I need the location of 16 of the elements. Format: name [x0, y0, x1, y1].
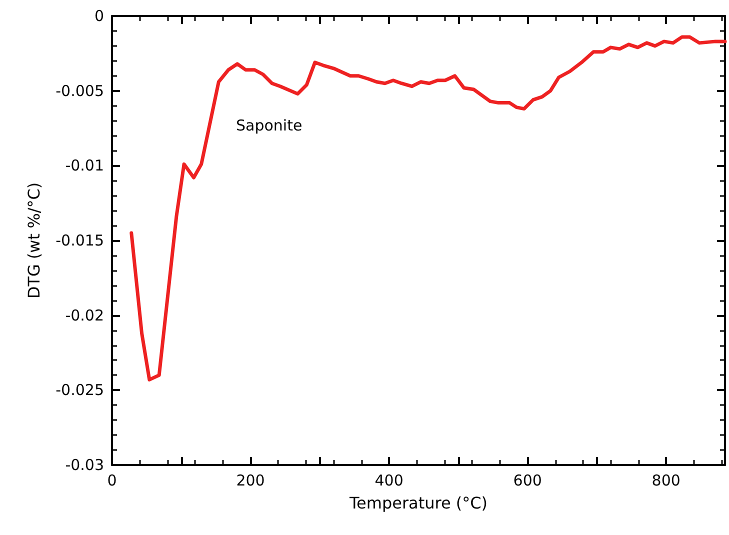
y-tick-label: -0.03	[65, 456, 104, 474]
x-tick-label: 600	[513, 472, 542, 490]
y-tick-label: -0.025	[56, 381, 104, 400]
line-series	[130, 35, 727, 382]
y-axis-title: DTG (wt %/°C)	[24, 182, 44, 299]
x-tick-label: 200	[236, 472, 265, 490]
x-tick-label: 0	[107, 472, 117, 490]
y-tick-label: -0.02	[65, 306, 104, 324]
y-tick-label: 0	[94, 7, 104, 25]
x-tick-label: 400	[374, 472, 404, 490]
annotation: Saponite	[236, 116, 302, 134]
x-axis-title: Temperature (°C)	[348, 494, 488, 512]
y-tick-label: -0.01	[65, 156, 104, 175]
y-tick-label: -0.015	[56, 232, 104, 250]
x-tick-label: 800	[652, 472, 680, 490]
y-tick-label: -0.005	[56, 82, 104, 100]
